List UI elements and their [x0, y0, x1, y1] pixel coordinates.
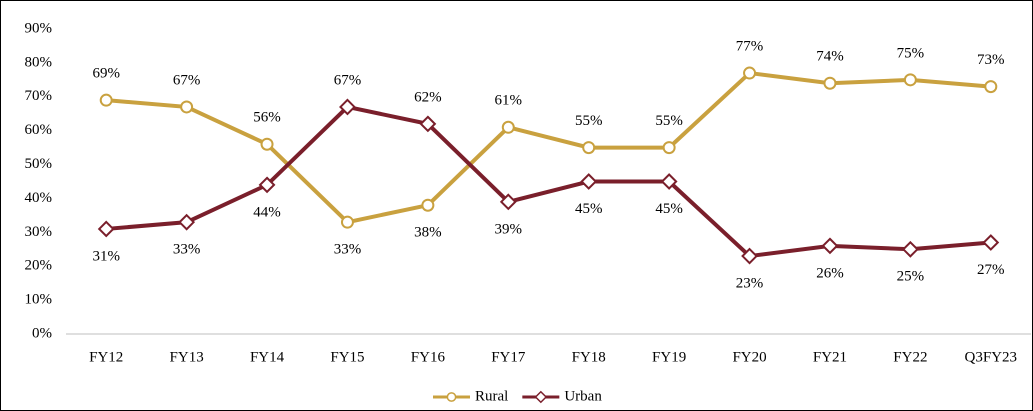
data-point	[178, 213, 196, 231]
data-point	[501, 120, 515, 134]
series-line	[106, 70, 991, 225]
y-tick-label: 80%	[25, 54, 53, 70]
x-tick-label: FY15	[330, 349, 364, 365]
data-label: 61%	[495, 93, 523, 109]
data-point	[743, 66, 757, 80]
y-tick-label: 90%	[25, 20, 53, 36]
data-label: 38%	[414, 225, 442, 241]
data-point	[662, 141, 676, 155]
data-label: 55%	[575, 113, 603, 129]
x-tick-label: FY22	[893, 349, 927, 365]
data-point	[984, 80, 998, 94]
data-point	[99, 93, 113, 107]
data-label: 45%	[655, 201, 683, 217]
data-label: 27%	[977, 262, 1005, 278]
data-point	[660, 173, 678, 190]
data-point	[823, 76, 837, 90]
y-tick-label: 20%	[25, 258, 53, 274]
data-label: 55%	[655, 113, 683, 129]
data-point	[903, 73, 917, 87]
x-tick-label: FY21	[813, 349, 847, 365]
legend-label: Rural	[475, 388, 508, 404]
legend-marker	[446, 392, 457, 402]
data-point	[339, 98, 356, 116]
data-label: 77%	[736, 38, 764, 54]
x-tick-label: FY18	[572, 349, 606, 365]
data-point	[340, 215, 354, 229]
data-label: 26%	[816, 265, 844, 281]
legend-label: Urban	[564, 388, 602, 404]
data-point	[821, 237, 839, 255]
x-tick-label: FY14	[250, 349, 285, 365]
data-label: 69%	[92, 66, 120, 82]
x-tick-label: FY12	[89, 349, 123, 365]
data-label: 75%	[897, 45, 925, 61]
x-tick-label: FY20	[732, 349, 766, 365]
x-tick-label: FY13	[170, 349, 204, 365]
y-tick-label: 0%	[32, 325, 52, 341]
data-label: 73%	[977, 52, 1005, 68]
x-tick-label: FY16	[411, 349, 446, 365]
data-point	[982, 234, 1000, 251]
data-point	[180, 100, 194, 114]
data-label: 74%	[816, 49, 844, 65]
data-point	[901, 240, 919, 258]
data-label: 25%	[897, 269, 925, 285]
series-line	[106, 104, 991, 259]
data-point	[419, 115, 437, 133]
data-label: 23%	[736, 275, 764, 291]
x-tick-label: FY17	[491, 349, 526, 365]
data-point	[580, 173, 598, 190]
y-tick-label: 60%	[25, 122, 53, 138]
x-tick-label: FY19	[652, 349, 686, 365]
data-label: 33%	[334, 242, 362, 258]
data-point	[741, 247, 758, 265]
data-label: 67%	[334, 72, 362, 88]
y-tick-label: 50%	[25, 156, 53, 172]
data-point	[421, 198, 435, 212]
y-tick-label: 10%	[25, 292, 53, 308]
data-point	[499, 193, 517, 211]
y-tick-label: 70%	[25, 88, 53, 104]
data-label: 45%	[575, 201, 603, 217]
data-label: 44%	[253, 204, 281, 220]
x-tick-label: Q3FY23	[965, 349, 1018, 365]
data-label: 62%	[414, 89, 442, 105]
y-tick-label: 30%	[25, 224, 53, 240]
data-label: 39%	[495, 221, 523, 237]
data-point	[258, 176, 276, 194]
data-label: 31%	[92, 248, 120, 264]
data-label: 33%	[173, 242, 201, 258]
legend-marker	[534, 390, 548, 404]
data-label: 56%	[253, 110, 281, 126]
data-point	[260, 137, 274, 151]
y-tick-label: 40%	[25, 190, 53, 206]
data-point	[582, 141, 596, 155]
data-point	[97, 220, 115, 238]
data-label: 67%	[173, 72, 201, 88]
